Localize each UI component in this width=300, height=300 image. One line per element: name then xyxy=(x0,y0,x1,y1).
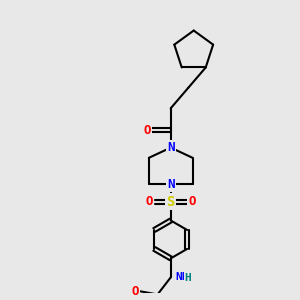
Text: N: N xyxy=(167,141,175,154)
Text: O: O xyxy=(131,285,139,298)
Text: S: S xyxy=(167,194,175,208)
Text: H: H xyxy=(185,273,191,283)
Text: O: O xyxy=(144,124,151,136)
Text: N: N xyxy=(167,178,175,190)
Text: NH: NH xyxy=(175,272,189,282)
Text: O: O xyxy=(188,195,196,208)
Text: O: O xyxy=(146,195,153,208)
